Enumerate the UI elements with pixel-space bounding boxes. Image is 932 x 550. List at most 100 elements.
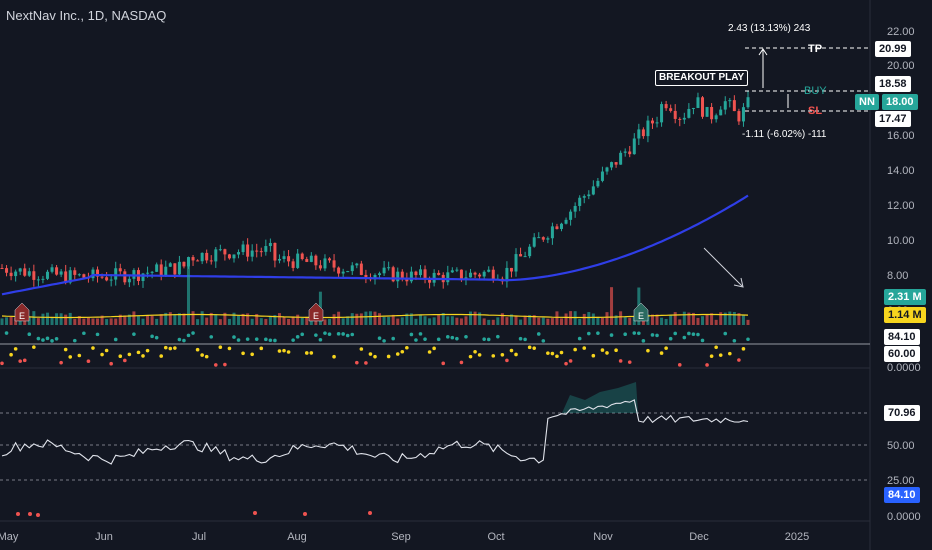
earnings-marker-label: E — [313, 311, 319, 321]
volume-bar — [446, 316, 450, 325]
time-axis-label: Oct — [487, 531, 504, 543]
candle-body — [509, 267, 513, 272]
candle-body — [150, 271, 154, 273]
candle-body — [605, 167, 609, 172]
signal-dot — [36, 513, 40, 517]
rsi-tick-label: 25.00 — [887, 475, 915, 487]
candle-body — [364, 274, 368, 278]
candle-body — [328, 258, 332, 261]
candle-body — [691, 107, 695, 109]
oscillator-dot — [445, 335, 450, 339]
oscillator-dot — [41, 338, 45, 342]
candle-body — [264, 246, 268, 252]
oscillator-dot — [609, 333, 614, 337]
volume-bar — [537, 317, 541, 325]
volume-bar — [300, 317, 304, 325]
volume-bar — [541, 317, 545, 325]
oscillator-dot — [368, 352, 373, 356]
candle-body — [173, 263, 177, 275]
candle-body — [32, 271, 36, 280]
candle-body — [437, 272, 441, 275]
signal-dot — [28, 512, 32, 516]
volume-bar — [373, 311, 377, 325]
oscillator-dot — [113, 337, 118, 342]
candle-body — [591, 186, 595, 195]
candle-body — [291, 261, 295, 268]
volume-bar — [50, 317, 54, 325]
candle-body — [332, 260, 336, 268]
candle-body — [469, 272, 473, 278]
oscillator-dot — [232, 335, 236, 339]
candle-body — [305, 259, 309, 262]
candle-body — [350, 265, 354, 272]
oscillator-dot — [391, 336, 395, 341]
candle-body — [514, 254, 518, 272]
oscillator-dot — [264, 337, 268, 342]
signal-dot — [253, 511, 257, 515]
volume-bar — [741, 315, 745, 325]
earnings-marker-label: E — [19, 311, 25, 321]
volume-bar — [364, 311, 368, 325]
candle-body — [196, 260, 200, 262]
volume-bar — [560, 318, 563, 325]
oscillator-dot — [414, 338, 418, 342]
oscillator-dot — [418, 332, 423, 336]
oscillator-dot — [477, 353, 482, 357]
volume-bar — [9, 316, 13, 325]
volume-bar — [332, 314, 336, 325]
candle-body — [36, 279, 40, 281]
oscillator-dot — [295, 335, 300, 339]
volume-bar — [496, 317, 500, 325]
volume-bar — [23, 319, 27, 325]
candle-body — [596, 180, 600, 187]
candle-body — [127, 278, 131, 283]
volume-bar — [487, 319, 491, 325]
oscillator-dot — [409, 332, 414, 337]
oscillator-dot — [318, 337, 323, 342]
oscillator-dot — [550, 351, 555, 356]
candle-body — [532, 237, 536, 247]
oscillator-dot — [618, 359, 623, 363]
volume-bar — [346, 316, 350, 325]
candle-body — [387, 267, 391, 269]
candle-body — [0, 268, 4, 269]
sl-price-badge: 17.47 — [875, 111, 911, 127]
candle-body — [414, 271, 418, 276]
oscillator-dot — [505, 358, 509, 363]
oscillator-dot — [209, 335, 214, 339]
oscillator-dot — [518, 336, 523, 341]
oscillator-dot — [555, 354, 559, 359]
oscillator-dot — [282, 348, 286, 353]
volume-bar — [400, 317, 404, 325]
volume-bar — [218, 319, 222, 325]
oscillator-dot — [350, 332, 355, 337]
volume-bar — [591, 313, 595, 325]
candle-body — [623, 151, 627, 153]
candle-body — [409, 271, 413, 282]
volume-bar — [136, 315, 140, 325]
candle-body — [673, 110, 677, 119]
candle-body — [505, 267, 509, 282]
oscillator-dot — [373, 354, 377, 359]
candle-body — [355, 263, 359, 266]
oscillator-dot — [36, 336, 41, 341]
symbol-badge: NN — [855, 94, 879, 110]
oscillator-dot — [72, 338, 77, 343]
oscillator-dot — [455, 336, 459, 341]
oscillator-dot — [500, 352, 505, 357]
oscillator-dot — [9, 352, 13, 357]
oscillator-dot — [0, 361, 4, 366]
volume-bar — [14, 317, 18, 325]
volume-bar — [200, 311, 204, 325]
oscillator-dot — [746, 337, 750, 342]
oscillator-dot — [50, 339, 54, 343]
candle-body — [227, 254, 231, 259]
oscillator-dot — [559, 350, 564, 355]
candle-body — [719, 109, 723, 116]
volume-bar — [505, 317, 509, 325]
time-axis-label: 2025 — [785, 531, 809, 543]
candle-body — [314, 255, 318, 266]
oscillator-dot — [345, 333, 350, 338]
volume-bar — [287, 318, 291, 325]
